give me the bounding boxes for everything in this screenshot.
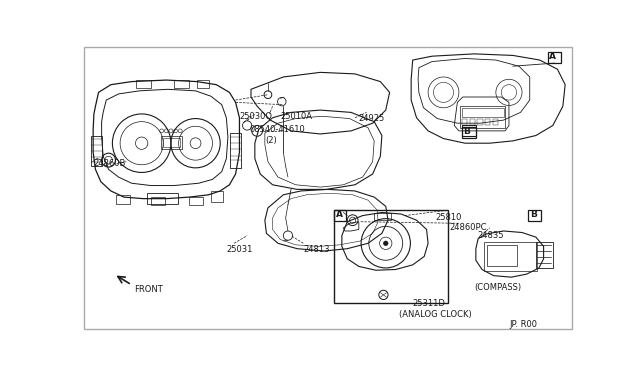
Bar bbox=[485, 119, 490, 125]
Bar bbox=[334, 210, 448, 302]
Bar bbox=[536, 242, 553, 268]
Bar bbox=[470, 119, 475, 125]
Bar bbox=[161, 135, 182, 150]
Bar bbox=[374, 212, 391, 220]
Text: 25030Q: 25030Q bbox=[239, 112, 273, 121]
Text: (COMPASS): (COMPASS) bbox=[474, 283, 522, 292]
Text: 25031: 25031 bbox=[227, 245, 253, 254]
Bar bbox=[462, 127, 476, 138]
Bar bbox=[91, 135, 102, 166]
Text: (ANALOG CLOCK): (ANALOG CLOCK) bbox=[399, 310, 472, 319]
Text: (2): (2) bbox=[265, 135, 276, 144]
Bar bbox=[493, 119, 498, 125]
Bar bbox=[230, 133, 241, 168]
Text: 24860PC: 24860PC bbox=[450, 223, 487, 232]
Text: A: A bbox=[549, 52, 556, 61]
Bar bbox=[197, 80, 209, 88]
Text: 08540-41610: 08540-41610 bbox=[250, 125, 305, 135]
Bar bbox=[116, 195, 130, 204]
Bar bbox=[147, 193, 178, 204]
Bar bbox=[460, 106, 505, 128]
Text: 24835: 24835 bbox=[477, 231, 504, 240]
Text: 25010A: 25010A bbox=[280, 112, 312, 121]
Bar bbox=[334, 210, 346, 221]
Bar bbox=[528, 210, 541, 221]
Text: 25810: 25810 bbox=[436, 212, 462, 221]
Text: 24860B: 24860B bbox=[93, 158, 125, 168]
Text: 24925: 24925 bbox=[359, 114, 385, 123]
Text: JP. R00: JP. R00 bbox=[509, 320, 537, 329]
Bar bbox=[462, 119, 467, 125]
Text: B: B bbox=[463, 127, 470, 136]
Bar bbox=[151, 197, 164, 205]
Bar bbox=[189, 197, 204, 205]
Bar bbox=[462, 125, 476, 136]
Bar bbox=[174, 80, 189, 88]
Text: B: B bbox=[530, 210, 536, 219]
Bar bbox=[462, 108, 504, 117]
Text: FRONT: FRONT bbox=[134, 285, 163, 294]
Circle shape bbox=[383, 241, 388, 246]
Bar bbox=[136, 80, 151, 88]
Bar bbox=[484, 242, 538, 271]
Bar bbox=[486, 245, 517, 266]
Text: 25311D: 25311D bbox=[413, 299, 445, 308]
Bar bbox=[477, 119, 483, 125]
Text: 24813: 24813 bbox=[303, 245, 330, 254]
Text: A: A bbox=[336, 210, 342, 219]
Bar bbox=[548, 52, 561, 63]
Bar bbox=[163, 138, 180, 147]
Bar bbox=[211, 191, 223, 202]
